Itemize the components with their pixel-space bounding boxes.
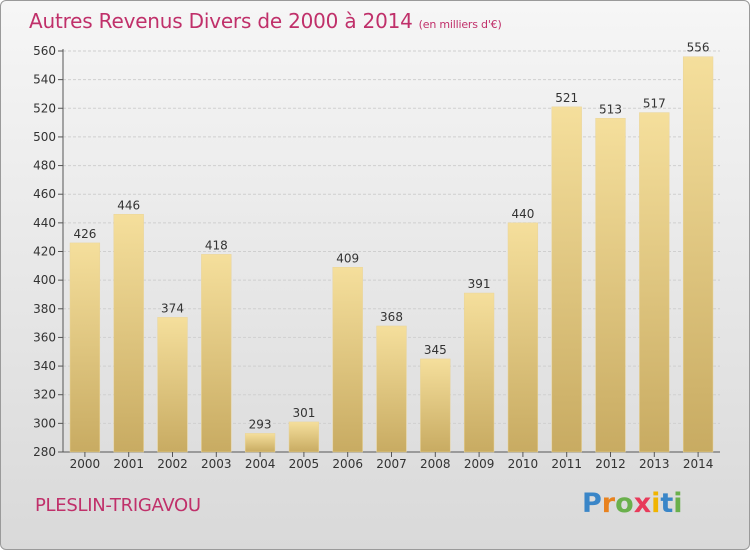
y-tick-label: 320 xyxy=(33,388,56,402)
bar xyxy=(376,325,407,453)
x-tick-label: 2005 xyxy=(289,457,320,471)
data-label: 391 xyxy=(468,277,491,291)
data-label: 521 xyxy=(555,91,578,105)
commune-name: PLESLIN-TRIGAVOU xyxy=(35,495,201,516)
bar xyxy=(201,254,232,453)
x-tick-label: 2003 xyxy=(201,457,232,471)
x-tick-label: 2007 xyxy=(376,457,407,471)
x-tick-label: 2013 xyxy=(639,457,670,471)
x-tick-label: 2006 xyxy=(332,457,363,471)
data-label: 426 xyxy=(73,227,96,241)
y-tick-label: 520 xyxy=(33,101,56,115)
chart-subtitle: (en milliers d'€) xyxy=(418,18,502,31)
chart-title: Autres Revenus Divers de 2000 à 2014 (en … xyxy=(29,9,502,33)
bar xyxy=(69,242,101,453)
logo-letter: i xyxy=(673,488,683,519)
y-tick-label: 400 xyxy=(33,273,56,287)
y-tick-label: 360 xyxy=(33,330,56,344)
bar xyxy=(463,292,495,453)
x-tick-label: 2014 xyxy=(683,457,714,471)
logo-letter: x xyxy=(633,488,652,519)
logo-letter: t xyxy=(660,488,674,519)
bar xyxy=(332,267,363,453)
bar xyxy=(157,317,188,453)
data-label: 293 xyxy=(249,417,272,431)
data-label: 368 xyxy=(380,310,403,324)
x-tick-label: 2009 xyxy=(464,457,495,471)
y-tick-label: 500 xyxy=(33,130,56,144)
bar xyxy=(288,421,320,453)
bar xyxy=(595,118,626,453)
x-tick-label: 2008 xyxy=(420,457,451,471)
x-tick-label: 2011 xyxy=(551,457,582,471)
y-tick-label: 480 xyxy=(33,159,56,173)
chart-title-text: Autres Revenus Divers de 2000 à 2014 xyxy=(29,9,413,33)
x-tick-label: 2004 xyxy=(245,457,276,471)
data-label: 513 xyxy=(599,102,622,116)
logo-letter: i xyxy=(651,488,661,519)
data-label: 409 xyxy=(336,251,359,265)
y-tick-label: 460 xyxy=(33,187,56,201)
logo-letter: P xyxy=(582,488,602,519)
y-tick-label: 420 xyxy=(33,245,56,259)
bar xyxy=(244,433,276,453)
y-tick-label: 340 xyxy=(33,359,56,373)
logo-letter: r xyxy=(601,488,616,519)
data-label: 517 xyxy=(643,97,666,111)
y-tick-label: 540 xyxy=(33,73,56,87)
x-tick-label: 2000 xyxy=(70,457,101,471)
y-tick-label: 280 xyxy=(33,445,56,459)
bar xyxy=(113,214,144,453)
bar xyxy=(639,112,670,453)
bar xyxy=(682,56,714,453)
data-label: 301 xyxy=(292,406,315,420)
data-label: 374 xyxy=(161,301,184,315)
data-label: 440 xyxy=(511,207,534,221)
bar xyxy=(420,358,451,453)
bar xyxy=(551,106,582,453)
data-label: 446 xyxy=(117,198,140,212)
y-tick-label: 380 xyxy=(33,302,56,316)
x-tick-label: 2010 xyxy=(508,457,539,471)
x-tick-label: 2002 xyxy=(157,457,188,471)
data-label: 556 xyxy=(687,41,710,55)
bar xyxy=(507,222,539,453)
proxiti-logo[interactable]: Proxiti xyxy=(582,488,683,519)
x-tick-label: 2012 xyxy=(595,457,626,471)
y-tick-label: 300 xyxy=(33,416,56,430)
y-tick-label: 560 xyxy=(33,44,56,58)
logo-letter: o xyxy=(615,488,634,519)
data-label: 345 xyxy=(424,343,447,357)
y-tick-label: 440 xyxy=(33,216,56,230)
x-tick-label: 2001 xyxy=(113,457,144,471)
data-label: 418 xyxy=(205,238,228,252)
